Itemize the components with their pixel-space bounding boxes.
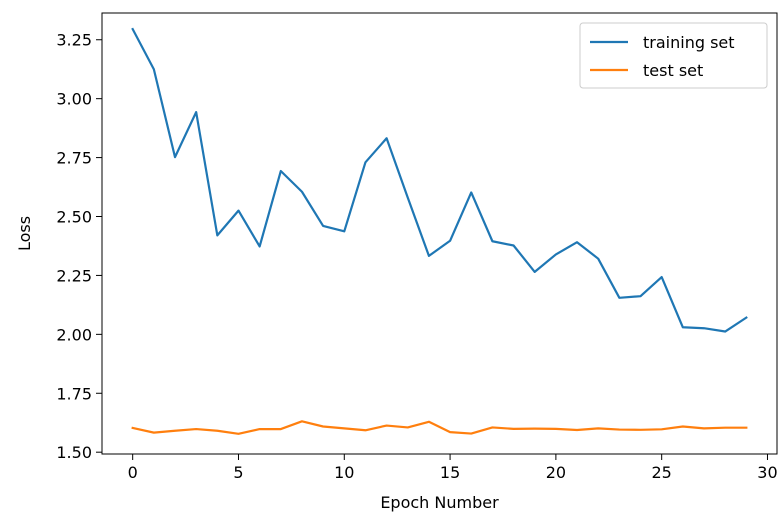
y-axis-label: Loss <box>15 216 34 251</box>
legend-label-training-set: training set <box>643 33 735 52</box>
series-layer <box>131 27 748 435</box>
plot-frame <box>101 12 778 455</box>
y-tick-label: 1.75 <box>56 384 92 403</box>
y-tick-label: 2.00 <box>56 325 92 344</box>
legend-box <box>579 22 768 89</box>
x-tick-label: 30 <box>757 463 777 482</box>
x-tick-label: 0 <box>128 463 138 482</box>
y-tick-label: 3.00 <box>56 90 92 109</box>
x-tick-label: 10 <box>334 463 354 482</box>
x-tick-label: 15 <box>440 463 460 482</box>
y-tick-label: 2.25 <box>56 266 92 285</box>
series-line-test-set <box>131 420 748 435</box>
x-tick-label: 25 <box>651 463 671 482</box>
y-tick-label: 3.25 <box>56 31 92 50</box>
y-tick-label: 2.50 <box>56 208 92 227</box>
y-tick-label: 1.50 <box>56 443 92 462</box>
series-line-training-set <box>131 27 748 333</box>
x-tick-label: 20 <box>546 463 566 482</box>
y-axis: 1.50 1.75 2.00 2.25 2.50 2.75 3.00 3.25 <box>56 31 102 462</box>
x-axis-label: Epoch Number <box>380 493 499 512</box>
legend: training set test set <box>579 22 768 89</box>
x-tick-label: 5 <box>233 463 243 482</box>
x-axis: 0 5 10 15 20 25 30 <box>128 454 778 482</box>
y-tick-label: 2.75 <box>56 149 92 168</box>
legend-label-test-set: test set <box>643 61 703 80</box>
